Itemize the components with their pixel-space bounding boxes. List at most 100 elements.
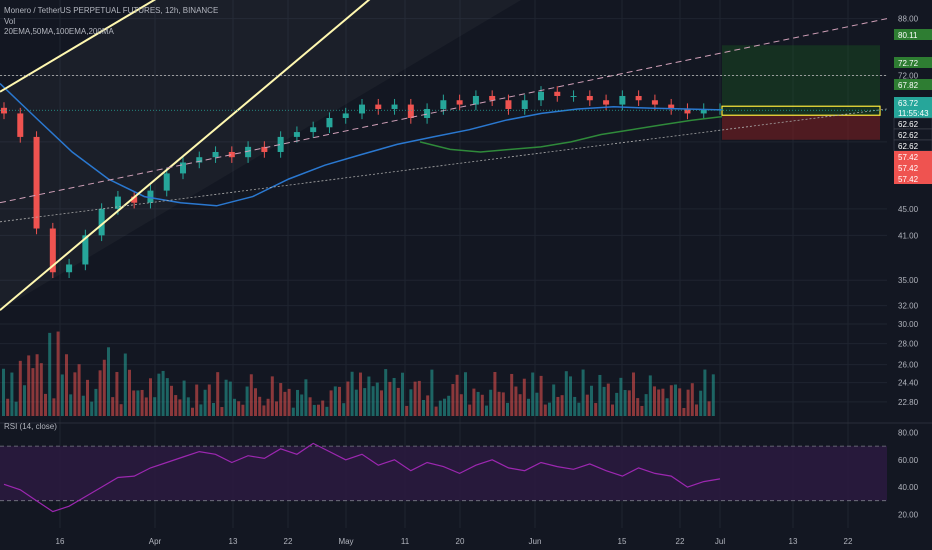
volume-bar bbox=[304, 379, 308, 416]
volume-bar bbox=[695, 404, 698, 416]
candle-body bbox=[310, 127, 317, 133]
volume-bar bbox=[531, 372, 535, 416]
volume-bar bbox=[90, 401, 94, 416]
candle-body bbox=[505, 100, 512, 109]
profit-zone bbox=[722, 45, 880, 116]
volume-bar bbox=[648, 375, 652, 416]
volume-bar bbox=[317, 404, 320, 416]
price-tag bbox=[894, 97, 932, 108]
candle-body bbox=[424, 108, 431, 118]
price-tag-label: 67.82 bbox=[898, 81, 919, 90]
candle-body bbox=[1, 107, 7, 114]
volume-bar bbox=[485, 405, 488, 416]
volume-bar bbox=[489, 389, 493, 416]
volume-bar bbox=[342, 403, 346, 416]
candle-body bbox=[668, 104, 675, 109]
volume-bar bbox=[518, 394, 522, 416]
volume-bar bbox=[149, 378, 152, 416]
price-axis-label: 88.00 bbox=[898, 15, 919, 24]
volume-bar bbox=[422, 399, 425, 416]
volume-bar bbox=[170, 385, 173, 416]
volume-bar bbox=[388, 381, 392, 416]
price-axis-label: 35.00 bbox=[898, 276, 919, 285]
volume-bar bbox=[594, 403, 598, 416]
volume-bar bbox=[233, 398, 236, 416]
candle-body bbox=[293, 132, 300, 137]
volume-legend: Vol bbox=[4, 17, 16, 26]
volume-bar bbox=[363, 388, 367, 416]
candle-body bbox=[489, 95, 496, 101]
volume-bar bbox=[140, 389, 144, 416]
time-axis-label: 15 bbox=[618, 537, 627, 546]
price-axis-label: 22.80 bbox=[898, 398, 919, 407]
ma-50-line bbox=[419, 115, 723, 153]
candle-body bbox=[245, 146, 252, 158]
volume-bar bbox=[560, 395, 564, 416]
volume-bar bbox=[14, 401, 18, 416]
candle-body bbox=[635, 95, 642, 101]
volume-bar bbox=[157, 373, 161, 416]
volume-bar bbox=[182, 380, 186, 416]
time-axis-label: 13 bbox=[789, 537, 798, 546]
candle-body bbox=[196, 157, 203, 163]
candle-body bbox=[375, 104, 382, 109]
volume-bar bbox=[350, 371, 354, 416]
channel-mid-line bbox=[0, 18, 888, 204]
volume-bar bbox=[338, 386, 341, 416]
candle-body bbox=[66, 264, 73, 273]
volume-bar bbox=[94, 388, 98, 416]
volume-bar bbox=[132, 390, 136, 416]
volume-bar bbox=[443, 398, 446, 416]
price-tag-label: 62.62 bbox=[898, 120, 919, 129]
candle-body bbox=[407, 104, 414, 118]
volume-bar bbox=[413, 381, 417, 416]
volume-bar bbox=[661, 388, 665, 416]
volume-bar bbox=[371, 386, 375, 416]
candle-body bbox=[391, 104, 398, 109]
time-axis-label: May bbox=[338, 537, 353, 546]
volume-bar bbox=[392, 377, 396, 416]
volume-bar bbox=[300, 394, 304, 416]
volume-bar bbox=[107, 347, 110, 416]
volume-bar bbox=[35, 354, 39, 416]
volume-bar bbox=[287, 388, 291, 416]
rsi-title: RSI (14, close) bbox=[4, 422, 57, 431]
price-axis-label: 24.40 bbox=[898, 379, 919, 388]
volume-bar bbox=[27, 355, 31, 416]
candle-body bbox=[163, 173, 170, 191]
candle-body bbox=[98, 208, 105, 236]
volume-bar bbox=[224, 379, 228, 416]
volume-bar bbox=[615, 392, 619, 416]
volume-bar bbox=[111, 397, 115, 416]
volume-bar bbox=[216, 372, 220, 416]
volume-bar bbox=[241, 404, 245, 416]
candle-body bbox=[570, 95, 577, 97]
candle-body bbox=[359, 104, 365, 114]
volume-bar bbox=[220, 407, 224, 416]
volume-bar bbox=[249, 374, 253, 416]
time-axis-label: 20 bbox=[456, 537, 465, 546]
volume-bar bbox=[438, 400, 442, 416]
price-tag-label: 57.42 bbox=[898, 175, 919, 184]
volume-bar bbox=[6, 398, 10, 416]
volume-bar bbox=[174, 395, 178, 416]
price-tag-label: 11:55:43 bbox=[898, 109, 929, 118]
volume-bar bbox=[564, 371, 568, 416]
time-axis-label: Apr bbox=[149, 537, 162, 546]
candle-body bbox=[228, 151, 235, 158]
volume-bar bbox=[581, 369, 585, 416]
volume-bar bbox=[598, 374, 602, 416]
price-tag bbox=[894, 151, 932, 162]
volume-bar bbox=[346, 381, 350, 416]
volume-bar bbox=[632, 372, 635, 416]
candle-body bbox=[277, 136, 284, 152]
volume-bar bbox=[703, 369, 707, 416]
volume-bar bbox=[325, 406, 329, 416]
volume-bar bbox=[674, 384, 677, 416]
indicators-legend: 20EMA,50MA,100EMA,200MA bbox=[4, 27, 114, 36]
volume-bar bbox=[321, 400, 325, 416]
volume-bar bbox=[657, 389, 661, 416]
volume-bar bbox=[69, 394, 73, 416]
volume-bar bbox=[606, 383, 610, 416]
